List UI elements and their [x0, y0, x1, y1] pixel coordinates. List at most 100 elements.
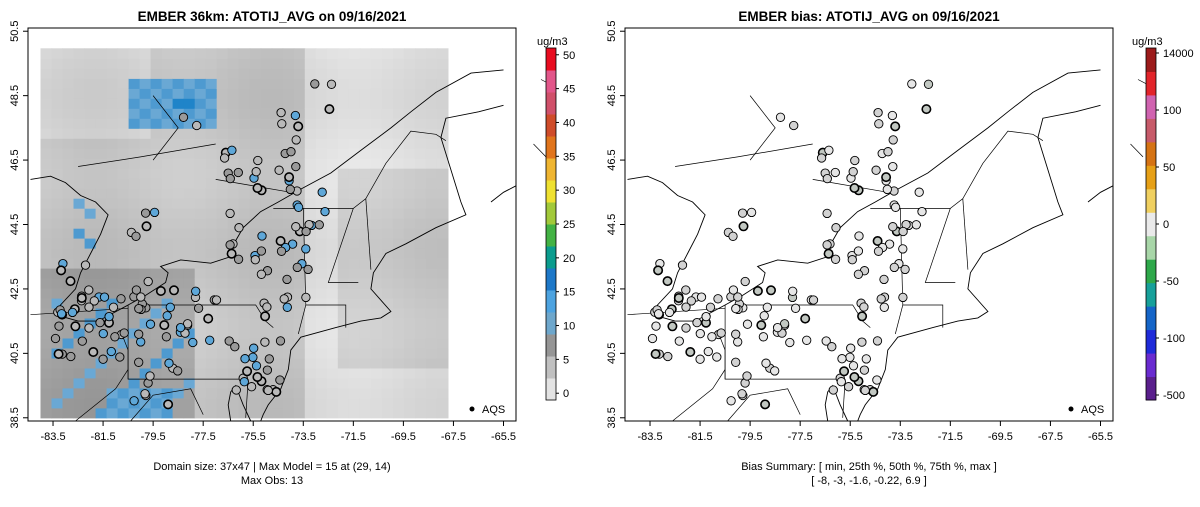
grid-cell — [139, 128, 152, 139]
grid-cell — [326, 188, 339, 199]
monitor-point — [293, 121, 304, 132]
grid-cell — [425, 278, 438, 289]
grid-cell — [194, 347, 207, 359]
grid-cell — [271, 347, 284, 359]
grid-cell — [381, 238, 394, 249]
grid-cell — [436, 188, 449, 199]
monitor-point — [728, 285, 739, 295]
grid-cell — [227, 347, 240, 359]
grid-cell — [249, 128, 262, 139]
grid-cell — [106, 168, 119, 179]
grid-cell — [392, 168, 405, 179]
grid-cell — [414, 347, 427, 359]
grid-cell — [117, 367, 130, 379]
grid-cell — [205, 58, 218, 69]
monitor-point — [233, 167, 243, 178]
grid-cell — [227, 317, 240, 329]
grid-cell — [161, 377, 174, 389]
grid-cell — [425, 118, 438, 129]
grid-cell — [249, 68, 262, 79]
grid-cell — [425, 288, 438, 299]
grid-cell — [40, 397, 53, 409]
grid-cell — [348, 347, 361, 359]
grid-cell — [106, 98, 119, 109]
grid-cell — [326, 208, 339, 219]
grid-cell — [348, 118, 361, 129]
grid-cell — [183, 128, 196, 139]
grid-cell — [315, 78, 328, 89]
monitor-point — [188, 337, 198, 348]
left-x-tick-label: -77.5 — [191, 431, 216, 443]
grid-cell — [271, 297, 284, 309]
grid-cell — [216, 347, 229, 359]
grid-cell — [183, 118, 196, 129]
monitor-point — [251, 361, 262, 371]
monitor-point — [115, 352, 125, 362]
grid-cell — [84, 48, 97, 59]
grid-cell — [172, 337, 185, 349]
grid-cell — [436, 178, 449, 189]
grid-cell — [326, 88, 339, 99]
grid-cell — [238, 58, 251, 69]
grid-cell — [194, 327, 207, 339]
grid-cell — [194, 337, 207, 349]
grid-cell — [183, 98, 196, 109]
monitor-point — [760, 399, 771, 410]
grid-cell — [194, 268, 207, 279]
grid-cell — [62, 158, 75, 169]
grid-cell — [337, 98, 350, 109]
grid-cell — [117, 347, 130, 359]
grid-cell — [216, 198, 229, 209]
grid-cell — [51, 278, 64, 289]
grid-cell — [40, 208, 53, 219]
monitor-point — [84, 302, 94, 312]
monitor-point — [285, 184, 295, 195]
monitor-point — [740, 276, 750, 287]
grid-cell — [414, 148, 427, 159]
grid-cell — [260, 228, 273, 239]
grid-cell — [227, 228, 240, 239]
grid-cell — [403, 357, 416, 369]
grid-cell — [62, 288, 75, 299]
grid-cell — [381, 58, 394, 69]
grid-cell — [150, 367, 163, 379]
grid-cell — [260, 218, 273, 229]
grid-cell — [359, 148, 372, 159]
grid-cell — [436, 387, 449, 399]
grid-cell — [117, 48, 130, 59]
grid-cell — [403, 288, 416, 299]
grid-cell — [161, 188, 174, 199]
grid-cell — [392, 278, 405, 289]
grid-cell — [205, 347, 218, 359]
grid-cell — [95, 218, 108, 229]
grid-cell — [260, 407, 273, 419]
monitor-point — [816, 153, 827, 163]
grid-cell — [238, 407, 251, 419]
monitor-point — [326, 79, 337, 89]
monitor-point — [707, 332, 717, 342]
left-x-tick-label: -81.5 — [91, 431, 116, 443]
monitor-point — [239, 377, 249, 387]
monitor-point — [824, 145, 834, 155]
grid-cell — [260, 347, 273, 359]
grid-cell — [414, 327, 427, 339]
grid-cell — [40, 377, 53, 389]
grid-cell — [436, 128, 449, 139]
monitor-point — [192, 120, 202, 131]
grid-cell — [337, 387, 350, 399]
grid-cell — [172, 188, 185, 199]
monitor-point — [98, 328, 108, 339]
grid-cell — [172, 397, 185, 409]
right-colorbar-tick-label: -100 — [1163, 333, 1185, 345]
grid-cell — [249, 238, 262, 249]
grid-cell — [315, 317, 328, 329]
grid-cell — [128, 68, 141, 79]
grid-cell — [183, 377, 196, 389]
grid-cell — [172, 158, 185, 169]
monitor-point — [282, 274, 292, 285]
grid-cell — [84, 337, 97, 349]
monitor-point — [647, 333, 658, 344]
state-boundary — [675, 143, 813, 167]
grid-cell — [359, 357, 372, 369]
grid-cell — [172, 108, 185, 119]
